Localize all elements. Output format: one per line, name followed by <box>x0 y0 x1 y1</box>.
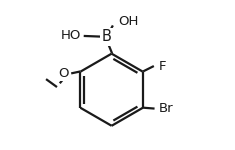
Text: HO: HO <box>61 30 82 42</box>
Text: OH: OH <box>118 15 139 28</box>
Text: O: O <box>58 67 69 80</box>
Text: F: F <box>158 60 166 73</box>
Text: B: B <box>102 29 111 44</box>
Text: Br: Br <box>158 102 173 115</box>
